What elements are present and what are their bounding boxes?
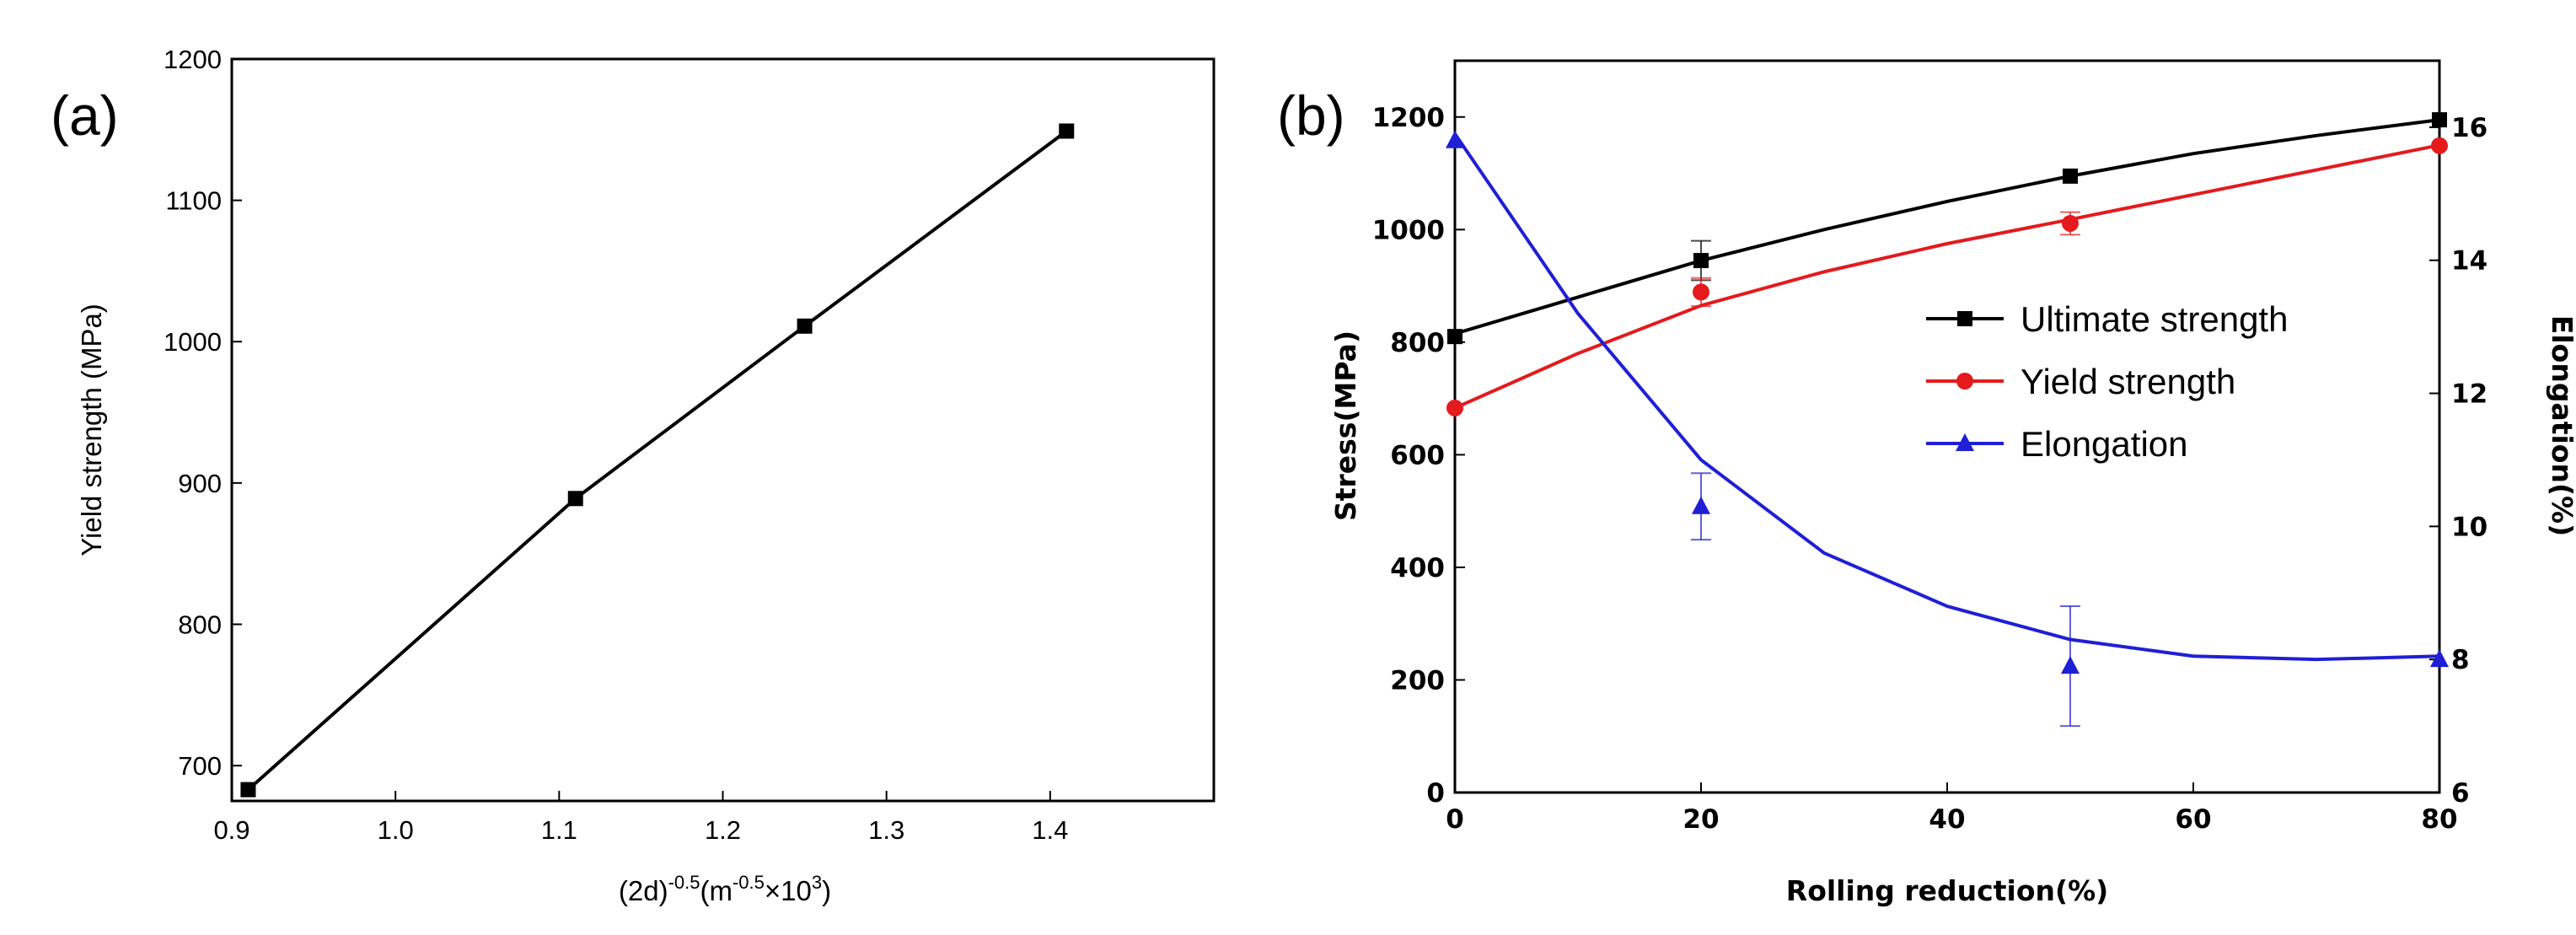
panel-b-legend: Ultimate strength Yield strength Elongatio…: [1926, 299, 2288, 464]
x-tick-label: 20: [1682, 804, 1719, 835]
fit-curve: [1454, 143, 2440, 410]
y-tick-label: 0: [1426, 778, 1445, 809]
x-tick-label: 40: [1929, 804, 1965, 835]
y2-tick-label: 10: [2451, 512, 2487, 542]
y-tick-label: 400: [1390, 553, 1445, 583]
x-tick-label: 0: [1446, 804, 1464, 835]
y2-tick-label: 16: [2451, 113, 2487, 143]
y-tick-label: 700: [178, 751, 222, 781]
x-tick-label: 1.2: [705, 815, 741, 845]
panel-a-x-axis-label: (2d)-0.5(m-0.5×103): [619, 872, 831, 906]
data-point: [1446, 399, 1463, 416]
y2-tick-label: 8: [2451, 645, 2470, 675]
x-tick-label: 1.0: [378, 815, 414, 845]
fit-curve: [1453, 132, 2440, 662]
x-tick-label: 0.9: [213, 815, 250, 845]
legend-marker: [1956, 433, 1974, 451]
y-tick-label: 1200: [164, 45, 222, 74]
data-point: [2063, 168, 2078, 184]
y2-tick-label: 14: [2451, 246, 2487, 277]
data-point: [2062, 214, 2079, 232]
panel-b-x-axis-label: Rolling reduction(%): [1786, 874, 2108, 907]
x-tick-label: 60: [2175, 804, 2211, 835]
legend-label: Ultimate strength: [2021, 299, 2288, 339]
panel-b-frame: [1453, 59, 2441, 794]
panel-a-x-ticks: 0.9 1.0 1.1 1.2 1.3 1.4: [213, 791, 1068, 845]
panel-a-y-axis-label: Yield strength (MPa): [76, 304, 107, 556]
y-tick-label: 1200: [1372, 103, 1445, 133]
data-point: [2431, 137, 2448, 154]
y2-tick-label: 12: [2451, 379, 2487, 410]
y-tick-label: 1000: [1372, 215, 1445, 245]
x-tick-label: 1.1: [541, 815, 577, 845]
panel-b-y2-ticks: 6 8 10 12 14 16: [2429, 113, 2487, 809]
panel-a-label: (a): [51, 84, 119, 147]
y-tick-label: 200: [1390, 665, 1445, 696]
data-point: [1059, 123, 1075, 139]
panel-b: (b) 0 20 40 60 80 0 200 400 600 800 1000 1200 6 8 10…: [1277, 59, 2576, 907]
data-point: [2432, 112, 2447, 128]
data-point: [567, 491, 583, 507]
y-tick-label: 900: [178, 469, 222, 498]
x-tick-label: 1.3: [868, 815, 904, 845]
legend-label: Elongation: [2021, 424, 2188, 464]
data-point: [1692, 496, 1710, 514]
y-tick-label: 800: [1390, 328, 1445, 358]
panel-b-series: [1446, 112, 2449, 728]
panel-a-frame: [230, 57, 1216, 803]
x-tick-label: 80: [2421, 804, 2457, 835]
panel-b-y2-axis-label: Elongation(%): [2546, 315, 2576, 536]
y-tick-label: 800: [178, 610, 222, 639]
panel-b-label: (b): [1277, 84, 1345, 147]
data-point: [797, 318, 813, 334]
y2-tick-label: 6: [2451, 778, 2470, 809]
panel-a: (a) 0.9 1.0 1.1 1.2 1.3 1.4 700 800 900 1000 1100…: [51, 45, 1216, 906]
panel-b-x-ticks: 0 20 40 60 80: [1446, 782, 2458, 835]
data-point: [1693, 283, 1709, 301]
data-point: [1446, 130, 1464, 148]
x-tick-label: 1.4: [1032, 815, 1068, 845]
panel-b-y-axis-label: Stress(MPa): [1329, 330, 1362, 521]
panel-a-series: [240, 123, 1075, 798]
data-point: [2061, 656, 2080, 674]
y-tick-label: 1100: [165, 186, 222, 216]
fit-curve: [1454, 118, 2440, 336]
data-point: [1693, 253, 1709, 269]
legend-marker: [1956, 373, 1973, 390]
panel-a-y-ticks: 700 800 900 1000 1100 1200: [164, 45, 242, 781]
data-point: [1447, 329, 1462, 345]
legend-marker: [1957, 311, 1972, 326]
data-point: [2430, 649, 2449, 668]
y-tick-label: 600: [1390, 440, 1445, 470]
panel-b-y-ticks: 0 200 400 600 800 1000 1200: [1372, 103, 1465, 809]
data-point: [240, 782, 256, 798]
legend-label: Yield strength: [2021, 362, 2235, 401]
y-tick-label: 1000: [164, 327, 222, 357]
series-line: [247, 129, 1068, 792]
